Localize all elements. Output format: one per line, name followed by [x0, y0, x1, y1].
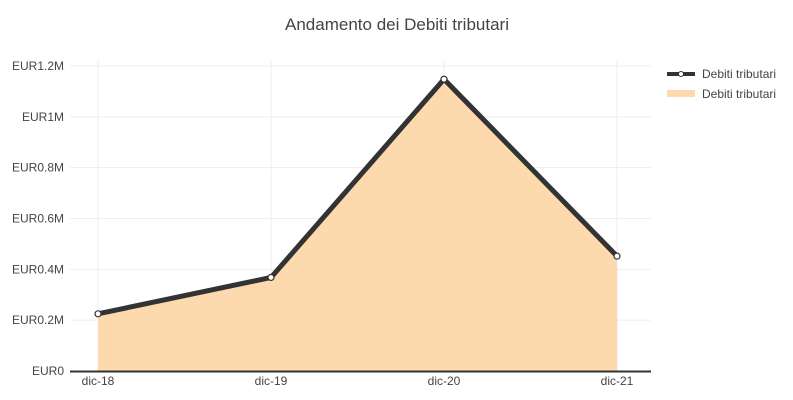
- x-tick-label: dic-18: [82, 374, 115, 388]
- line-layer: [94, 75, 621, 318]
- y-tick-label: EUR0.6M: [12, 212, 64, 226]
- legend-item-area[interactable]: Debiti tributari: [667, 87, 776, 101]
- legend-area-swatch: [667, 90, 695, 97]
- area-layer: [98, 79, 617, 371]
- y-tick-label: EUR0.8M: [12, 161, 64, 175]
- y-tick-label: EUR1M: [22, 110, 64, 124]
- x-tick-label: dic-20: [428, 374, 461, 388]
- legend-label-area: Debiti tributari: [702, 87, 776, 101]
- legend[interactable]: Debiti tributari Debiti tributari: [667, 67, 776, 101]
- x-tick-label: dic-19: [255, 374, 288, 388]
- data-point[interactable]: [267, 273, 275, 282]
- line-series-path: [97, 75, 619, 317]
- y-tick-label: EUR0.4M: [12, 262, 64, 276]
- legend-label-line: Debiti tributari: [702, 67, 776, 81]
- data-point[interactable]: [94, 310, 102, 318]
- area-series-fill: [98, 79, 617, 371]
- legend-marker: [678, 71, 684, 77]
- y-tick-label: EUR0.2M: [12, 313, 64, 327]
- y-tick-label: EUR0: [32, 364, 64, 378]
- axes: EUR0 EUR0.2M EUR0.4M EUR0.6M EUR0.8M EUR1M EUR…: [12, 59, 651, 388]
- chart-title: Andamento dei Debiti tributari: [285, 15, 509, 34]
- data-point[interactable]: [440, 75, 448, 83]
- data-point[interactable]: [613, 252, 621, 260]
- y-tick-label: EUR1.2M: [12, 59, 64, 73]
- legend-item-line[interactable]: Debiti tributari: [667, 67, 776, 81]
- x-tick-label: dic-21: [601, 374, 634, 388]
